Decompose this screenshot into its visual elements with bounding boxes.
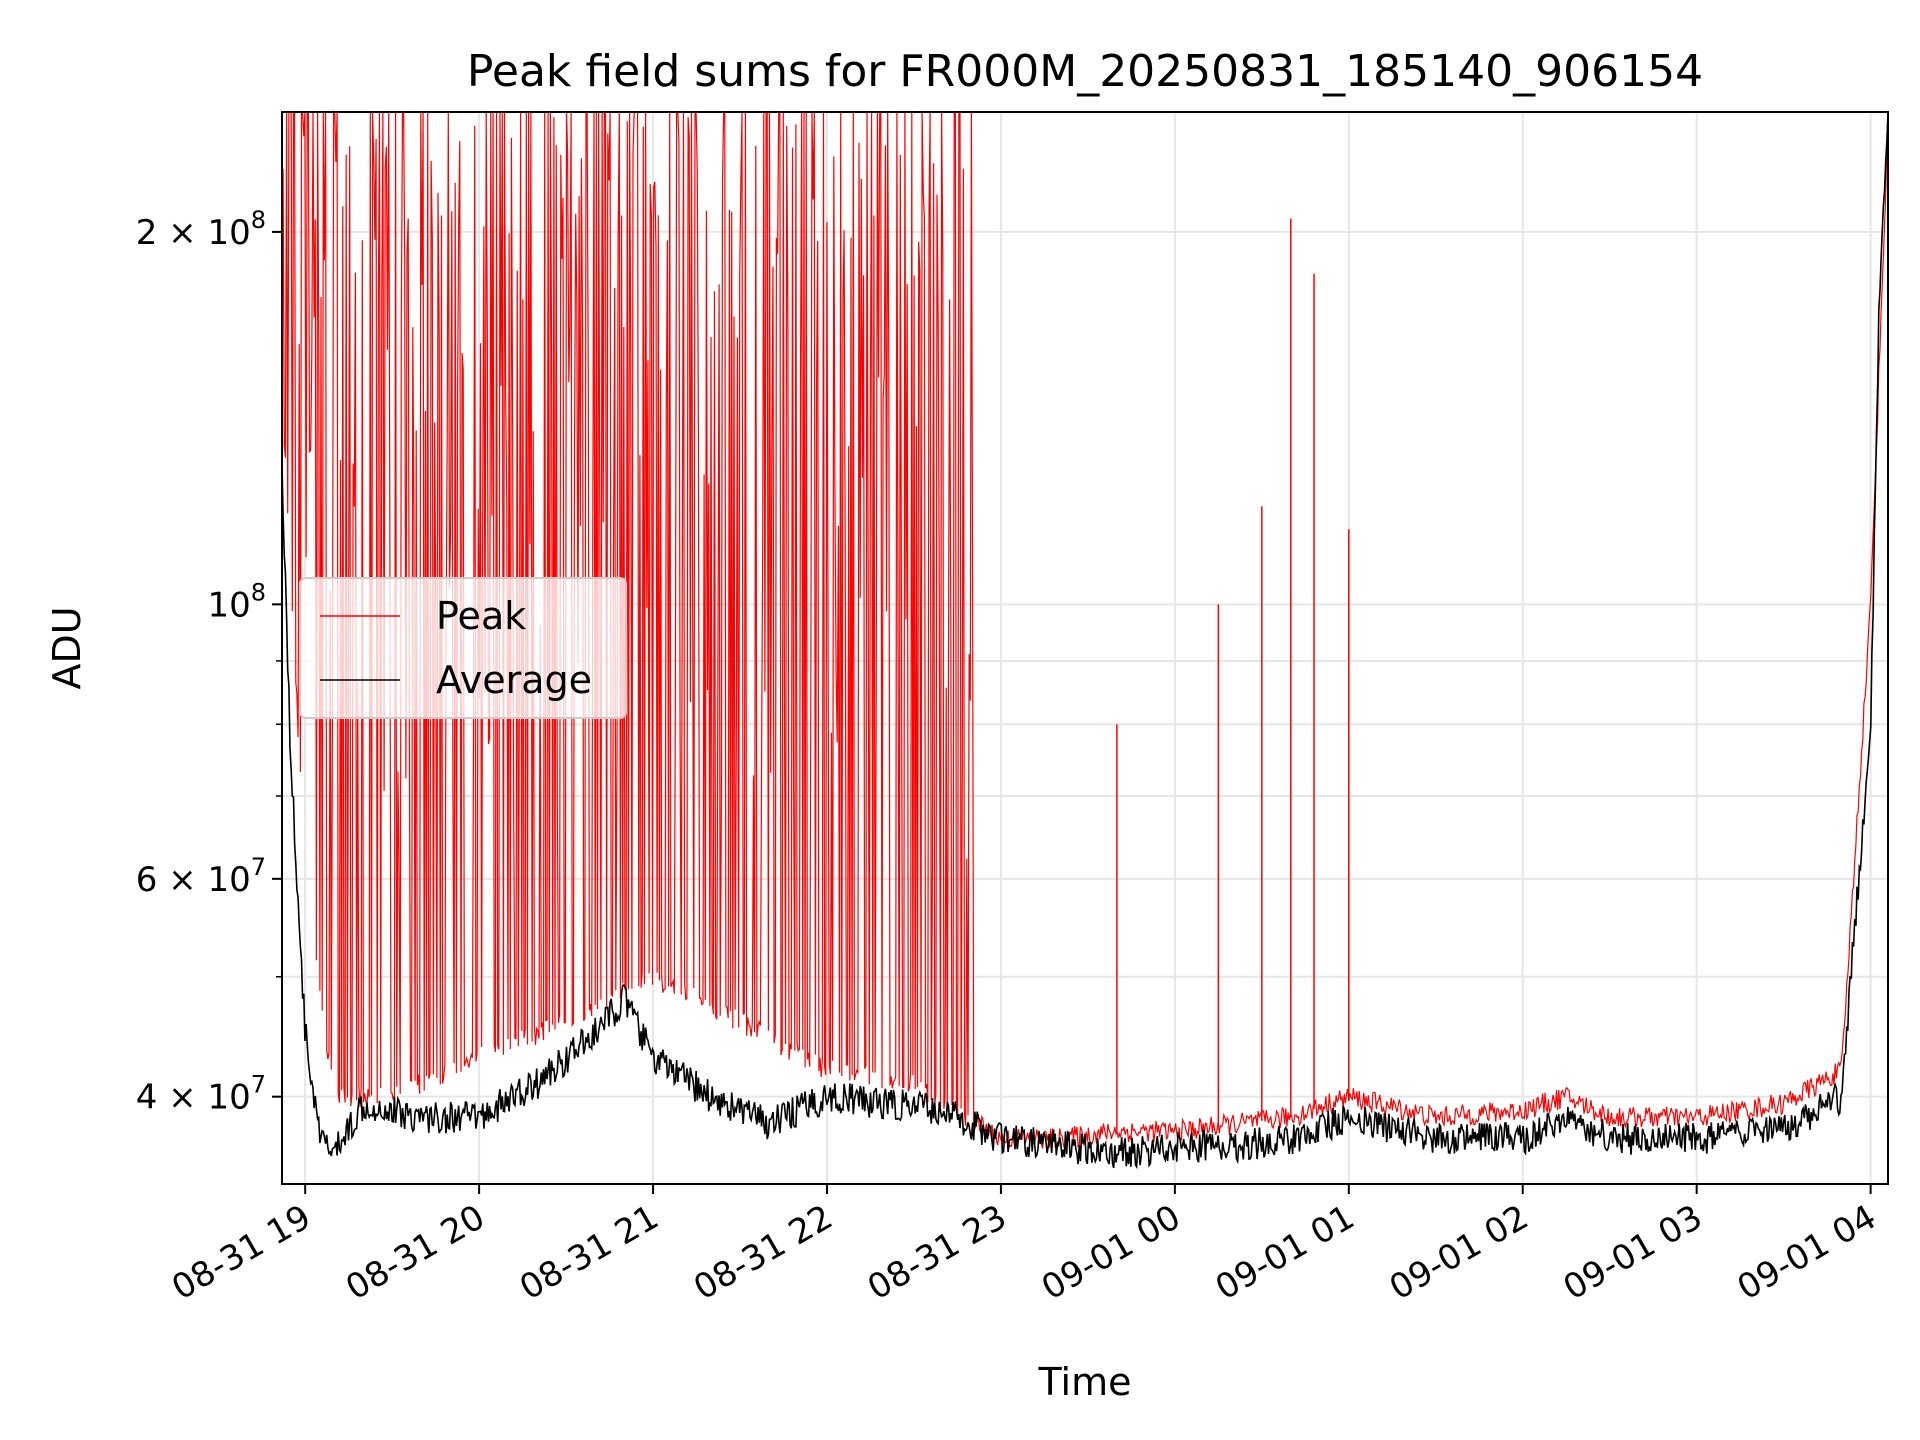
series-layer [281, 109, 1889, 1170]
y-tick-exponent: 7 [251, 1071, 266, 1099]
legend-label-average: Average [436, 658, 592, 702]
y-tick-base: 10 [207, 585, 250, 625]
series-line-average [281, 111, 1889, 1170]
y-tick-base: 10 [207, 860, 250, 900]
x-axis-label: Time [1038, 1360, 1132, 1404]
plot-frame [281, 111, 1889, 1185]
y-tick-exponent: 7 [251, 853, 266, 881]
y-tick-mantissa: 4 × [136, 1078, 208, 1118]
y-tick-label: 4 × 107 [136, 1071, 266, 1118]
y-tick-mantissa: 6 × [136, 860, 208, 900]
y-tick-label: 108 [207, 578, 266, 625]
y-tick-exponent: 8 [251, 206, 266, 234]
y-tick-mantissa: 2 × [136, 213, 208, 253]
y-tick-label: 2 × 108 [136, 206, 266, 253]
y-tick-base: 10 [207, 1078, 250, 1118]
y-axis-label: ADU [45, 606, 89, 689]
y-tick-label: 6 × 107 [136, 853, 266, 900]
legend: Peak Average [299, 577, 627, 719]
legend-label-peak: Peak [436, 594, 526, 638]
legend-box [299, 577, 627, 719]
chart-title: Peak field sums for FR000M_20250831_1851… [467, 46, 1703, 97]
y-tick-exponent: 8 [251, 578, 266, 606]
y-tick-base: 10 [207, 213, 250, 253]
